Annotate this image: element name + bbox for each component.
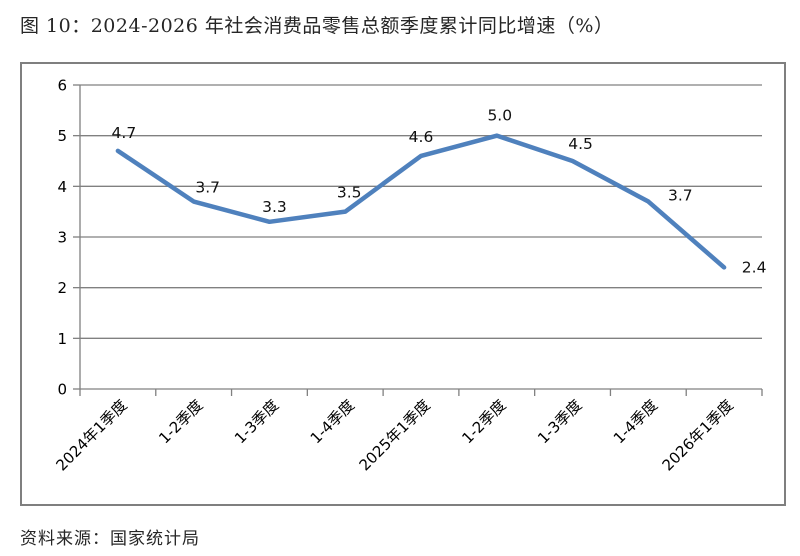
data-label: 3.7: [668, 187, 693, 205]
data-label: 4.6: [409, 128, 434, 146]
source-note: 资料来源：国家统计局: [20, 529, 200, 549]
y-axis-label: 0: [57, 381, 67, 399]
data-label: 3.7: [195, 179, 220, 197]
chart-title: 图 10：2024-2026 年社会消费品零售总额季度累计同比增速（%）: [20, 15, 614, 37]
y-axis-label: 2: [57, 279, 67, 297]
series-line: [115, 133, 727, 270]
data-label: 3.5: [337, 184, 362, 202]
x-axis-label: 1-3季度: [231, 396, 282, 447]
x-axis-label: 2025年1季度: [356, 396, 434, 474]
y-axis-label: 4: [57, 178, 67, 196]
data-label: 3.3: [262, 198, 287, 216]
data-label: 4.7: [112, 124, 137, 142]
data-label: 4.5: [568, 135, 593, 153]
data-label: 5.0: [487, 107, 512, 125]
y-axis-label: 5: [57, 127, 67, 145]
chart-area: 6 5 4 3 2 1 0 2024年1季度 1-2季度 1-3季度 1-4季度 2025年1季度 1-…: [20, 62, 786, 506]
x-axis-label: 2024年1季度: [52, 396, 130, 474]
y-axis-label: 6: [57, 77, 67, 95]
x-axis-label: 1-2季度: [458, 396, 509, 447]
x-axis-label: 2026年1季度: [659, 396, 737, 474]
x-axis-label: 1-4季度: [610, 396, 661, 447]
data-label: 2.4: [742, 258, 767, 276]
y-axis-label: 3: [57, 229, 67, 247]
x-axis-label: 1-2季度: [155, 396, 206, 447]
x-axis-label: 1-4季度: [307, 396, 358, 447]
x-axis-label: 1-3季度: [534, 396, 585, 447]
y-axis-label: 1: [57, 330, 67, 348]
